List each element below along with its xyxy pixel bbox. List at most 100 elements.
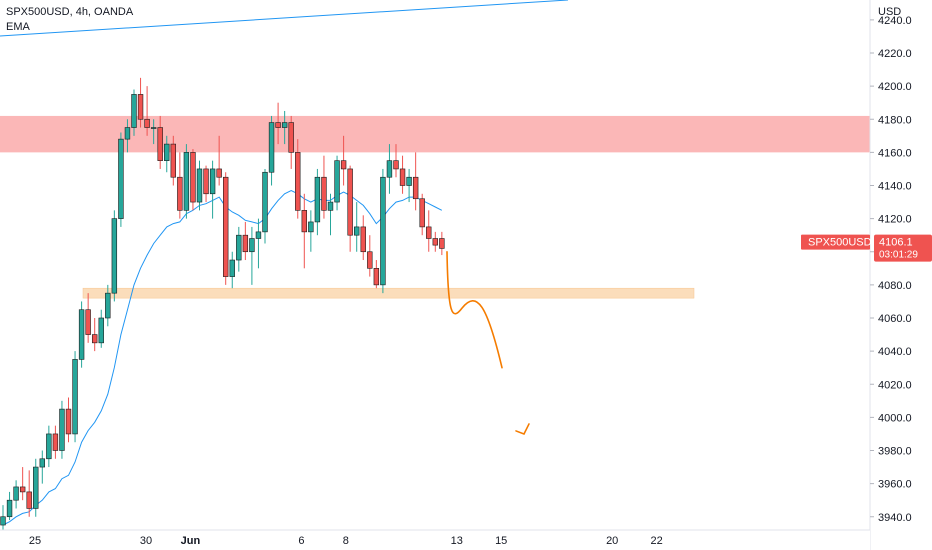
candle-body[interactable] (229, 259, 235, 277)
candle-body[interactable] (118, 138, 124, 219)
candle-body[interactable] (78, 309, 85, 360)
candle-body[interactable] (170, 143, 176, 178)
candle-body[interactable] (432, 238, 438, 246)
candle-body[interactable] (314, 176, 321, 223)
candle-body[interactable] (203, 168, 209, 195)
price-tick-label: 4020.0 (878, 379, 912, 391)
candle-body[interactable] (268, 122, 275, 173)
candle-body[interactable] (347, 168, 353, 236)
current-price-label: 4106.1 (879, 237, 913, 249)
currency-label: USD (878, 6, 901, 18)
candle-body[interactable] (150, 127, 157, 129)
candle-body[interactable] (406, 176, 412, 186)
candle-body[interactable] (308, 221, 314, 233)
candle-body[interactable] (216, 168, 222, 178)
candle-body[interactable] (85, 309, 91, 335)
candle-body[interactable] (13, 486, 19, 501)
bar-countdown-label: 03:01:29 (879, 250, 918, 261)
price-tick-label: 4200.0 (878, 81, 912, 93)
candle-body[interactable] (39, 458, 46, 468)
candle-body[interactable] (242, 234, 249, 253)
candle-body[interactable] (334, 160, 340, 203)
candle-body[interactable] (249, 238, 255, 253)
candle-body[interactable] (164, 143, 170, 161)
candle-body[interactable] (177, 176, 183, 211)
candle-body[interactable] (262, 171, 268, 233)
candle-body[interactable] (255, 231, 262, 239)
candle-body[interactable] (131, 94, 137, 128)
candle-body[interactable] (373, 268, 380, 286)
candle-body[interactable] (295, 152, 301, 211)
candle-body[interactable] (399, 168, 406, 186)
candle-body[interactable] (327, 201, 334, 211)
candle-body[interactable] (105, 292, 111, 319)
time-axis-background (0, 530, 870, 550)
candle-body[interactable] (386, 160, 393, 178)
candle-body[interactable] (59, 408, 65, 451)
candle-body[interactable] (19, 486, 26, 493)
candle-body[interactable] (33, 466, 39, 509)
candle-body[interactable] (419, 198, 425, 228)
candle-body[interactable] (111, 218, 118, 294)
price-tick-label: 4060.0 (878, 313, 912, 325)
candle-body[interactable] (98, 317, 104, 344)
chart-legend: SPX500USD, 4h, OANDA EMA (6, 5, 133, 35)
candle-body[interactable] (137, 94, 144, 120)
time-tick-label: 8 (343, 535, 349, 547)
projection-path[interactable] (446, 251, 503, 369)
candle-body[interactable] (393, 160, 399, 170)
candle-body[interactable] (157, 127, 163, 161)
candle-body[interactable] (0, 516, 6, 526)
trend-line[interactable] (0, 0, 569, 37)
price-tick-label: 3940.0 (878, 512, 912, 524)
candle-body[interactable] (190, 152, 196, 203)
candle-body[interactable] (6, 499, 13, 518)
current-price-tag[interactable] (874, 234, 932, 262)
candle-body[interactable] (72, 359, 78, 435)
resistance-zone[interactable] (0, 115, 870, 153)
candle-body[interactable] (321, 176, 327, 211)
symbol-info[interactable]: SPX500USD, 4h, OANDA (6, 6, 134, 18)
time-tick-label: 25 (29, 535, 41, 547)
candle-body[interactable] (288, 122, 294, 153)
candle-body[interactable] (209, 168, 216, 195)
candle-body[interactable] (26, 491, 32, 509)
price-tick-label: 4080.0 (878, 280, 912, 292)
candle-body[interactable] (353, 226, 360, 236)
candle-body[interactable] (380, 176, 386, 286)
time-tick-label: 6 (298, 535, 304, 547)
candle-body[interactable] (65, 408, 72, 435)
projection-arrow-head[interactable] (515, 423, 530, 435)
candle-body[interactable] (281, 122, 288, 128)
time-tick-label: 30 (140, 535, 152, 547)
candle-body[interactable] (144, 118, 150, 128)
candle-body[interactable] (301, 210, 307, 233)
candle-body[interactable] (183, 152, 190, 211)
candle-body[interactable] (223, 176, 229, 277)
candle-body[interactable] (46, 433, 52, 460)
price-tick-label: 4160.0 (878, 147, 912, 159)
symbol-tag-label: SPX500USD (808, 237, 872, 249)
candle-body[interactable] (426, 226, 432, 239)
candle-body[interactable] (367, 251, 373, 269)
price-tick-label: 4040.0 (878, 346, 912, 358)
price-tick-label: 4240.0 (878, 15, 912, 27)
ema-line[interactable] (2, 189, 443, 526)
support-zone[interactable] (82, 287, 695, 299)
candle-body[interactable] (124, 127, 131, 140)
candle-body[interactable] (360, 226, 366, 253)
symbol-price-tag[interactable] (801, 234, 870, 250)
indicator-label[interactable]: EMA (6, 21, 30, 33)
candle-body[interactable] (412, 176, 419, 200)
candle-body[interactable] (236, 234, 242, 261)
candle-body[interactable] (92, 334, 98, 344)
candle-body[interactable] (340, 160, 347, 170)
price-tick-label: 4000.0 (878, 412, 912, 424)
price-tick-label: 4180.0 (878, 114, 912, 126)
candle-body[interactable] (439, 238, 445, 249)
candle-body[interactable] (196, 168, 203, 203)
candle-body[interactable] (275, 122, 281, 128)
candle-body[interactable] (52, 433, 59, 451)
price-tick-label: 4120.0 (878, 214, 912, 226)
